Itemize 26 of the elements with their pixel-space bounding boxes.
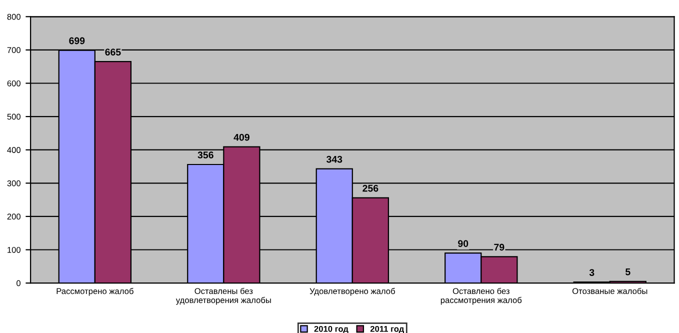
data-label: 5	[625, 268, 630, 276]
x-tick-label: Рассмотрено жалоб	[56, 288, 134, 296]
data-label: 79	[494, 244, 504, 251]
legend-label: 2011 год	[370, 326, 404, 333]
y-tick-label: 700	[7, 47, 21, 54]
x-tick-label: Оставлены без удовлетворения жалобы	[176, 288, 271, 305]
y-tick-label: 800	[7, 14, 21, 20]
x-tick-label: Оставлено без рассмотрения жалоб	[440, 288, 522, 305]
y-tick-label: 400	[7, 147, 21, 153]
data-label: 665	[105, 48, 121, 56]
x-tick-label: Удовлетворено жалоб	[310, 288, 395, 296]
y-tick-label: 300	[7, 180, 21, 186]
legend-label: 2010 год	[314, 326, 348, 333]
data-label: 699	[69, 37, 85, 44]
data-label: 90	[458, 240, 468, 247]
x-tick-label: Отозваные жалобы	[572, 288, 648, 294]
y-tick-label: 600	[7, 80, 21, 86]
y-tick-label: 0	[16, 280, 21, 286]
data-label: 356	[198, 152, 214, 158]
data-label: 256	[362, 184, 378, 192]
data-label: 3	[589, 269, 594, 276]
data-label: 409	[234, 134, 250, 141]
y-tick-label: 500	[7, 114, 21, 120]
y-tick-label: 100	[8, 246, 21, 253]
data-label: 343	[326, 156, 342, 163]
y-tick-label: 200	[7, 214, 21, 220]
